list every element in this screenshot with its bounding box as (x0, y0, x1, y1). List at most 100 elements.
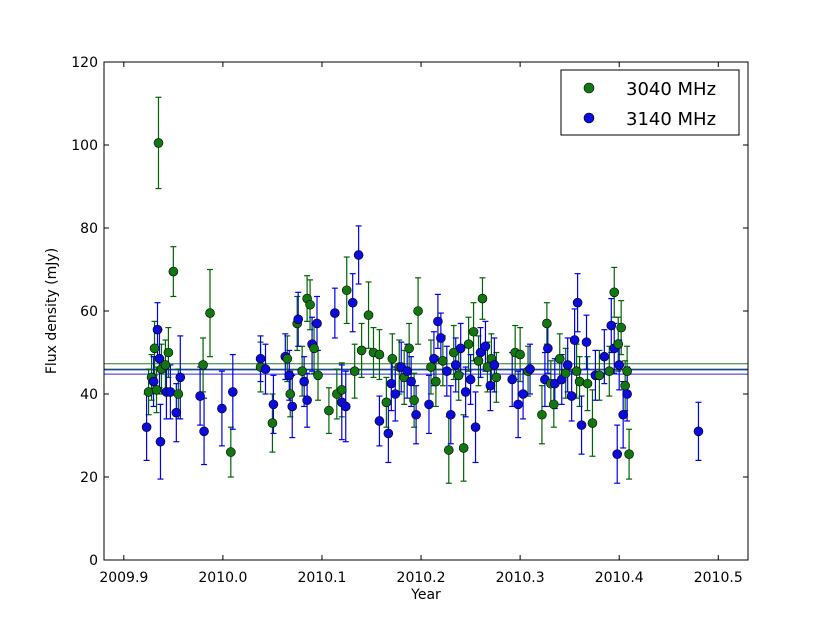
data-point-1-52 (507, 374, 517, 385)
data-point-1-40 (436, 333, 446, 343)
data-point-1-38 (429, 353, 439, 364)
data-point-0-28 (356, 345, 367, 356)
data-point-1-42 (445, 409, 456, 420)
data-point-0-3 (151, 385, 162, 395)
legend-label-3040: 3040 MHz (626, 79, 716, 100)
data-point-0-65 (587, 418, 598, 428)
data-point-1-26 (340, 401, 351, 412)
data-point-0-31 (374, 349, 385, 360)
data-point-1-31 (386, 378, 397, 389)
data-point-0-52 (491, 372, 502, 383)
data-point-0-38 (413, 306, 423, 316)
data-point-1-8 (175, 372, 186, 383)
data-point-0-59 (549, 399, 559, 410)
x-tick-label: 2010.4 (595, 570, 644, 586)
data-point-1-24 (330, 308, 340, 318)
data-point-1-32 (390, 389, 401, 399)
data-point-0-23 (324, 405, 334, 416)
data-point-1-61 (566, 391, 577, 401)
data-point-0-71 (620, 380, 630, 391)
data-point-1-7 (171, 407, 182, 418)
data-point-1-30 (383, 428, 394, 439)
mean-lines (104, 363, 748, 375)
data-point-1-34 (402, 366, 412, 376)
data-point-0-36 (404, 343, 414, 354)
data-point-1-18 (287, 401, 298, 412)
data-point-0-54 (515, 349, 525, 360)
data-point-0-2 (149, 343, 160, 354)
data-point-1-60 (562, 360, 573, 370)
y-tick-label: 60 (80, 304, 98, 320)
data-point-0-20 (305, 299, 315, 310)
data-point-1-74 (693, 426, 704, 437)
data-point-1-62 (569, 335, 580, 345)
data-point-1-37 (424, 399, 434, 410)
data-point-1-11 (217, 403, 227, 414)
data-point-1-57 (543, 343, 553, 354)
data-point-0-70 (616, 322, 626, 333)
data-point-1-49 (480, 341, 491, 352)
data-point-0-7 (163, 347, 174, 358)
data-point-0-60 (554, 353, 565, 364)
y-tick-label: 20 (80, 470, 98, 486)
data-point-0-8 (168, 266, 179, 277)
data-point-1-44 (455, 343, 466, 354)
data-point-1-4 (155, 436, 166, 447)
data-point-1-72 (618, 409, 628, 420)
data-point-1-71 (614, 360, 625, 370)
data-point-1-14 (260, 364, 271, 374)
data-point-0-42 (443, 445, 454, 455)
data-point-1-55 (525, 364, 535, 374)
legend: 3040 MHz 3140 MHz (560, 69, 740, 136)
data-point-0-69 (613, 339, 624, 350)
data-point-1-0 (141, 422, 152, 433)
data-point-0-18 (297, 366, 307, 376)
data-point-0-37 (409, 395, 419, 406)
y-tick-label: 40 (80, 387, 98, 403)
data-point-0-27 (349, 366, 360, 376)
legend-marker-3040 (583, 82, 595, 94)
data-point-0-14 (267, 418, 278, 428)
data-point-0-56 (537, 409, 547, 420)
data-point-0-10 (198, 360, 208, 370)
x-tick-label: 2010.5 (694, 570, 743, 586)
data-point-0-16 (285, 389, 296, 399)
data-point-1-1 (148, 376, 159, 387)
data-point-1-53 (513, 399, 523, 410)
data-point-1-63 (572, 297, 583, 308)
data-point-1-50 (485, 380, 496, 391)
data-point-1-6 (165, 387, 176, 397)
data-point-1-20 (299, 376, 309, 387)
data-point-1-19 (293, 314, 303, 325)
data-point-0-44 (453, 370, 464, 381)
data-point-1-12 (228, 387, 238, 397)
data-point-0-6 (160, 360, 171, 370)
data-point-0-47 (468, 326, 479, 337)
data-point-0-15 (282, 353, 293, 364)
data-point-1-39 (433, 316, 443, 327)
data-point-1-36 (411, 409, 421, 420)
data-point-0-73 (622, 366, 632, 376)
data-point-0-57 (542, 318, 552, 329)
data-point-1-17 (284, 370, 295, 381)
data-point-0-11 (205, 308, 215, 318)
data-point-1-54 (518, 389, 528, 399)
data-point-0-66 (594, 370, 605, 381)
data-point-0-40 (431, 376, 441, 387)
x-tick-label: 2010.3 (496, 570, 545, 586)
data-point-0-68 (609, 287, 620, 298)
data-points (141, 138, 704, 459)
y-tick-label: 120 (71, 55, 98, 71)
data-point-1-67 (599, 351, 610, 362)
data-point-1-41 (442, 366, 452, 376)
x-axis-title: Year (410, 587, 441, 603)
data-point-1-48 (475, 347, 486, 358)
data-point-0-46 (463, 339, 474, 350)
data-point-0-21 (309, 343, 319, 354)
data-point-1-13 (255, 353, 266, 364)
data-point-1-27 (347, 297, 358, 308)
data-point-0-67 (604, 366, 615, 376)
y-tick-label: 0 (89, 553, 98, 569)
axis-tick-labels: 2009.9 2010.0 2010.1 2010.2 2010.3 2010.4 2010… (71, 55, 743, 586)
